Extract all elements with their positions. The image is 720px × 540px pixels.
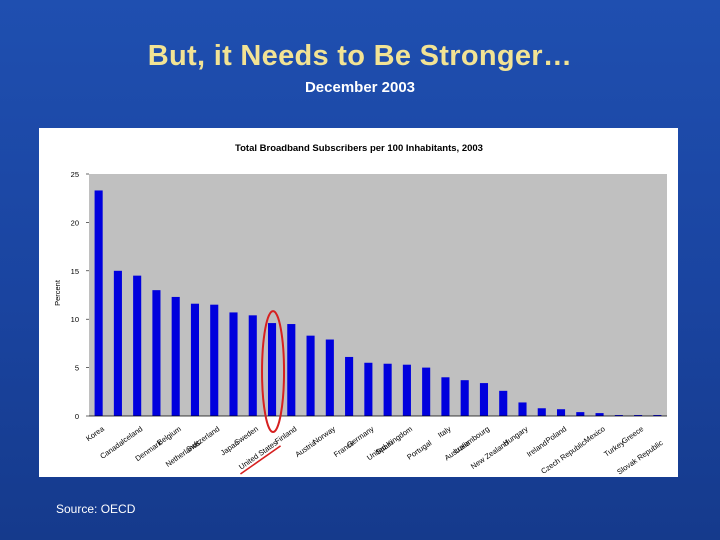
bar-iceland [133,275,142,416]
x-tick-label: Portugal [405,438,433,462]
y-tick-label: 0 [75,412,79,421]
x-tick-label: Switzerland [184,424,221,454]
bar-netherlands [190,303,200,416]
bar-united-kingdom [402,364,411,416]
y-tick-label: 20 [71,218,79,227]
bar-switzerland [210,304,219,416]
x-tick-label: Sweden [233,424,260,447]
bar-united-states [267,323,277,416]
bar-new-zealand [499,390,508,416]
y-tick-label: 15 [71,267,79,276]
bar-korea [94,190,103,416]
x-tick-label: Germany [345,424,376,449]
highlight-ellipse [261,310,286,433]
bar-norway [325,339,334,416]
bar-poland [556,409,566,416]
bar-finland [287,324,296,416]
plot-area [89,174,667,416]
x-tick-label: Belgium [155,424,182,447]
bar-italy [441,377,450,416]
x-tick-label: Poland [544,424,568,445]
bar-hungary [518,402,527,416]
y-tick-label: 25 [71,170,79,179]
x-tick-label: Luxembourg [452,424,491,455]
bar-czech-republic [576,412,585,416]
slide-subtitle: December 2003 [304,79,416,96]
x-tick-label: Hungary [501,424,530,448]
highlight-underline [239,445,282,475]
bar-spain [383,363,392,416]
bar-denmark [152,290,161,416]
x-tick-label: Mexico [582,424,607,445]
bars [94,190,662,416]
bar-luxembourg [479,383,489,416]
chart-frame: Total Broadband Subscribers per 100 Inha… [39,128,678,477]
bar-australia [460,380,469,416]
x-tick-label: Italy [436,424,453,439]
highlight-markers [239,310,286,475]
bar-sweden [248,315,257,416]
bar-japan [229,312,238,416]
bar-france [345,356,354,416]
bar-slovak-republic [653,415,662,416]
y-tick-label: 10 [71,315,79,324]
x-axis-labels: KoreaCanadaIcelandDenmarkBelgiumNetherla… [84,424,664,477]
source-note: Source: OECD [56,502,136,516]
bar-turkey [614,415,623,416]
bar-germany [364,362,373,416]
y-axis: 0 5 10 15 20 25 [71,170,89,421]
bar-canada [113,270,122,416]
bar-austria [306,335,315,416]
x-tick-label: Greece [620,424,645,445]
broadband-bar-chart: Total Broadband Subscribers per 100 Inha… [53,143,667,477]
bar-ireland [537,408,546,416]
y-tick-label: 5 [75,364,79,373]
bar-greece [634,415,643,416]
y-axis-label: Percent [53,279,62,306]
x-tick-label: Norway [311,424,337,446]
x-tick-label: Korea [84,424,106,443]
chart-title: Total Broadband Subscribers per 100 Inha… [235,143,483,154]
bar-mexico [595,413,604,416]
bar-portugal [422,367,431,416]
x-tick-label: Iceland [119,424,144,445]
bar-belgium [171,296,180,416]
slide-title: But, it Needs to Be Stronger… [147,40,573,72]
